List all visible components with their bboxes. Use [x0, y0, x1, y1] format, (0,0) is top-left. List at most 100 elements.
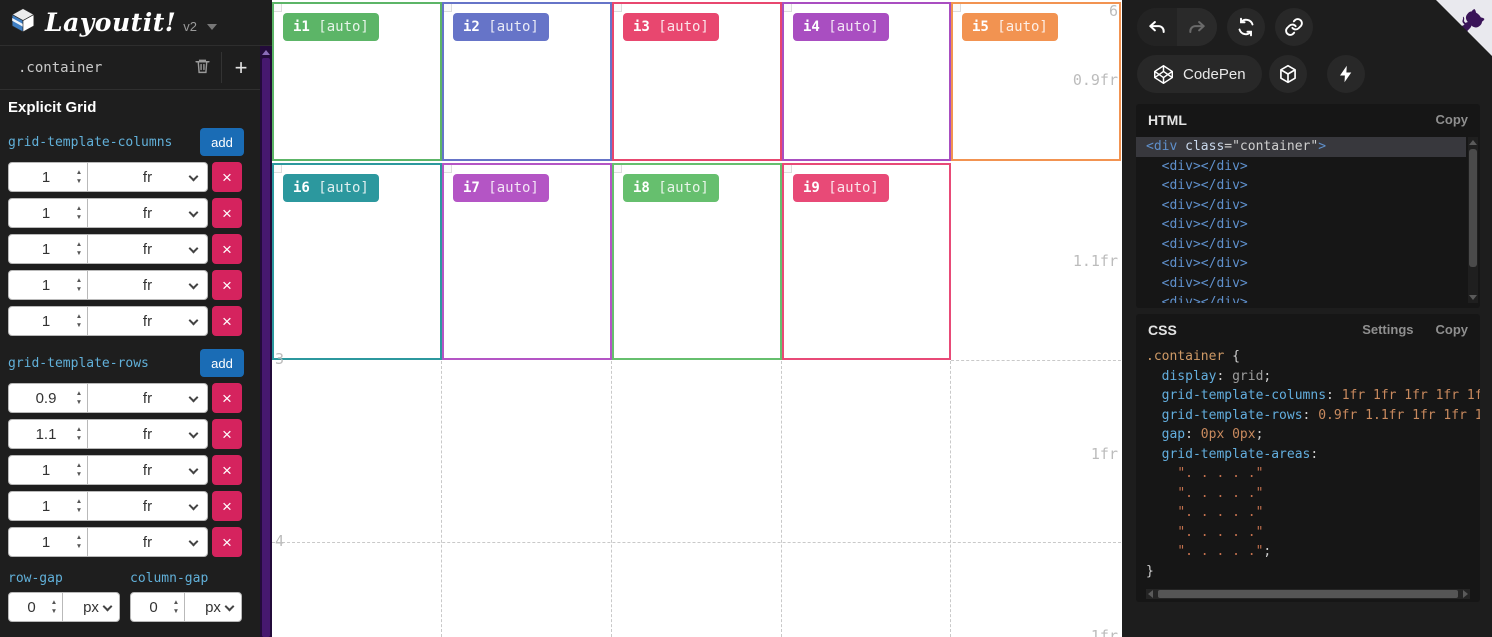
- area-chip[interactable]: i8 [auto]: [623, 174, 719, 202]
- stepper-arrows[interactable]: ▲ ▼: [75, 276, 83, 293]
- html-copy-button[interactable]: Copy: [1435, 112, 1469, 127]
- remove-track-button[interactable]: ×: [212, 527, 242, 557]
- remove-track-button[interactable]: ×: [212, 198, 242, 228]
- stepper-arrows[interactable]: ▲ ▼: [75, 168, 83, 185]
- row-unit-select[interactable]: fr: [87, 419, 208, 449]
- remove-track-button[interactable]: ×: [212, 491, 242, 521]
- grid-area-cell[interactable]: i9 [auto]: [782, 163, 951, 360]
- stepper-arrows[interactable]: ▲ ▼: [172, 598, 180, 615]
- area-chip[interactable]: i6 [auto]: [283, 174, 379, 202]
- resize-handle[interactable]: [444, 4, 452, 12]
- column-unit-select[interactable]: fr: [87, 270, 208, 300]
- scroll-up-arrow-icon[interactable]: [1469, 140, 1477, 145]
- css-settings-button[interactable]: Settings: [1362, 322, 1414, 337]
- column-gap-input[interactable]: 0 ▲ ▼: [130, 592, 185, 622]
- column-unit-select[interactable]: fr: [87, 198, 208, 228]
- column-size-input[interactable]: 1 ▲ ▼: [8, 234, 88, 264]
- redo-button[interactable]: [1177, 8, 1217, 46]
- resize-handle[interactable]: [274, 165, 282, 173]
- stepper-arrows[interactable]: ▲ ▼: [75, 497, 83, 514]
- grid-area-cell[interactable]: i4 [auto]: [782, 2, 951, 161]
- add-selector-button[interactable]: +: [222, 46, 260, 89]
- row-gap-input[interactable]: 0 ▲ ▼: [8, 592, 63, 622]
- grid-area-cell[interactable]: i2 [auto]: [442, 2, 612, 161]
- scrollbar-thumb[interactable]: [262, 58, 270, 637]
- row-size-input[interactable]: 1 ▲ ▼: [8, 491, 88, 521]
- selector-name[interactable]: .container: [18, 59, 103, 76]
- undo-button[interactable]: [1137, 8, 1177, 46]
- scroll-left-arrow-icon[interactable]: [1148, 590, 1153, 598]
- grid-area-cell[interactable]: i5 [auto]: [951, 2, 1121, 161]
- refresh-button[interactable]: [1227, 8, 1265, 46]
- area-chip[interactable]: i9 [auto]: [793, 174, 889, 202]
- column-unit-select[interactable]: fr: [87, 234, 208, 264]
- column-unit-select[interactable]: fr: [87, 162, 208, 192]
- column-size-input[interactable]: 1 ▲ ▼: [8, 162, 88, 192]
- stepper-arrows[interactable]: ▲ ▼: [75, 312, 83, 329]
- column-size-input[interactable]: 1 ▲ ▼: [8, 270, 88, 300]
- area-chip[interactable]: i5 [auto]: [962, 13, 1058, 41]
- html-scrollbar[interactable]: [1468, 137, 1478, 303]
- grid-area-cell[interactable]: i3 [auto]: [612, 2, 782, 161]
- row-size-input[interactable]: 0.9 ▲ ▼: [8, 383, 88, 413]
- stepper-arrows[interactable]: ▲ ▼: [75, 204, 83, 221]
- resize-handle[interactable]: [444, 165, 452, 173]
- row-unit-select[interactable]: fr: [87, 491, 208, 521]
- github-corner-link[interactable]: [1436, 0, 1492, 56]
- add-row-button[interactable]: add: [200, 349, 244, 377]
- delete-selector-button[interactable]: [183, 46, 221, 89]
- stepper-arrows[interactable]: ▲ ▼: [75, 389, 83, 406]
- remove-track-button[interactable]: ×: [212, 455, 242, 485]
- add-column-button[interactable]: add: [200, 128, 244, 156]
- remove-track-button[interactable]: ×: [212, 270, 242, 300]
- resize-handle[interactable]: [784, 4, 792, 12]
- stepper-arrows[interactable]: ▲ ▼: [75, 425, 83, 442]
- area-chip[interactable]: i7 [auto]: [453, 174, 549, 202]
- row-unit-select[interactable]: fr: [87, 383, 208, 413]
- version-dropdown-caret-icon[interactable]: [206, 23, 217, 30]
- codepen-button[interactable]: CodePen: [1137, 55, 1262, 93]
- row-unit-select[interactable]: fr: [87, 527, 208, 557]
- column-unit-select[interactable]: fr: [87, 306, 208, 336]
- css-scrollbar[interactable]: [1146, 589, 1470, 599]
- area-chip[interactable]: i4 [auto]: [793, 13, 889, 41]
- remove-track-button[interactable]: ×: [212, 306, 242, 336]
- stepper-arrows[interactable]: ▲ ▼: [75, 533, 83, 550]
- resize-handle[interactable]: [784, 165, 792, 173]
- css-code[interactable]: .container { display: grid; grid-templat…: [1136, 345, 1480, 585]
- stepper-arrows[interactable]: ▲ ▼: [50, 598, 58, 615]
- resize-handle[interactable]: [614, 165, 622, 173]
- column-size-input[interactable]: 1 ▲ ▼: [8, 306, 88, 336]
- row-size-input[interactable]: 1.1 ▲ ▼: [8, 419, 88, 449]
- column-size-input[interactable]: 1 ▲ ▼: [8, 198, 88, 228]
- area-chip[interactable]: i1 [auto]: [283, 13, 379, 41]
- share-link-button[interactable]: [1275, 8, 1313, 46]
- scroll-right-arrow-icon[interactable]: [1463, 590, 1468, 598]
- resize-handle[interactable]: [614, 4, 622, 12]
- sidebar-scrollbar[interactable]: [260, 46, 272, 637]
- area-chip[interactable]: i3 [auto]: [623, 13, 719, 41]
- column-gap-unit-select[interactable]: px: [184, 592, 242, 622]
- codesandbox-button[interactable]: [1269, 55, 1307, 93]
- css-copy-button[interactable]: Copy: [1435, 322, 1469, 337]
- grid-area-cell[interactable]: i6 [auto]: [272, 163, 442, 360]
- area-chip[interactable]: i2 [auto]: [453, 13, 549, 41]
- grid-area-cell[interactable]: i7 [auto]: [442, 163, 612, 360]
- stepper-arrows[interactable]: ▲ ▼: [75, 461, 83, 478]
- grid-area-cell[interactable]: i1 [auto]: [272, 2, 442, 161]
- export-button[interactable]: [1327, 55, 1365, 93]
- html-code[interactable]: <div class="container"> <div></div> <div…: [1136, 135, 1466, 303]
- row-unit-select[interactable]: fr: [87, 455, 208, 485]
- row-gap-unit-select[interactable]: px: [62, 592, 120, 622]
- remove-track-button[interactable]: ×: [212, 234, 242, 264]
- remove-track-button[interactable]: ×: [212, 383, 242, 413]
- stepper-arrows[interactable]: ▲ ▼: [75, 240, 83, 257]
- resize-handle[interactable]: [274, 4, 282, 12]
- scroll-up-arrow-icon[interactable]: [262, 50, 270, 55]
- remove-track-button[interactable]: ×: [212, 419, 242, 449]
- grid-area-cell[interactable]: i8 [auto]: [612, 163, 782, 360]
- scrollbar-thumb[interactable]: [1158, 590, 1458, 598]
- remove-track-button[interactable]: ×: [212, 162, 242, 192]
- row-size-input[interactable]: 1 ▲ ▼: [8, 455, 88, 485]
- row-size-input[interactable]: 1 ▲ ▼: [8, 527, 88, 557]
